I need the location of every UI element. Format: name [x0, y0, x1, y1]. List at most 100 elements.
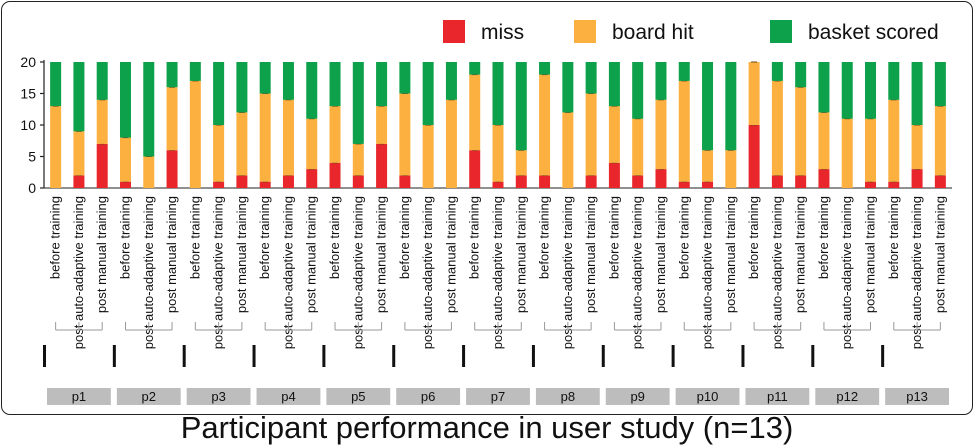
bar-segment-basket-scored: [236, 62, 248, 113]
chart-frame: [1, 1, 973, 415]
x-tick-label: post auto-adaptive training: [630, 196, 645, 349]
bar-segment-miss: [166, 150, 178, 188]
bar-segment-miss: [259, 181, 271, 188]
x-tick-label: before training: [327, 196, 342, 279]
y-tick-label: 0: [28, 180, 36, 196]
bar-segment-board-hit: [143, 156, 155, 188]
group-divider: [531, 345, 535, 367]
bar-segment-board-hit: [236, 112, 248, 176]
bar-segment-basket-scored: [911, 62, 923, 125]
x-tick-label: post manual training: [793, 196, 808, 313]
group-label-box: [466, 388, 530, 405]
bar-segment-miss: [865, 181, 877, 188]
bar-segment-board-hit: [445, 99, 457, 188]
bar-segment-board-hit: [725, 150, 737, 188]
bar-segment-basket-scored: [725, 62, 737, 151]
group-label: p12: [836, 389, 858, 404]
x-tick-label: before training: [606, 196, 621, 279]
bar-segment-miss: [236, 175, 248, 188]
x-tick-label: before training: [257, 196, 272, 279]
group-divider: [322, 345, 326, 367]
bar-segment-board-hit: [492, 125, 504, 182]
bar-segment-board-hit: [841, 118, 853, 188]
x-tick-label: before training: [397, 196, 412, 279]
bar-segment-board-hit: [795, 87, 807, 176]
group-label-box: [186, 388, 251, 405]
group-divider: [741, 345, 745, 367]
group-label: p10: [697, 389, 719, 404]
bar-segment-board-hit: [376, 106, 388, 144]
bar-segment-miss: [329, 162, 341, 188]
bar-segment-board-hit: [515, 150, 527, 176]
bar-segment-basket-scored: [539, 62, 551, 75]
bar-segment-miss: [282, 175, 294, 188]
group-divider: [392, 345, 396, 367]
bar-segment-board-hit: [50, 106, 62, 188]
x-tick-label: before training: [676, 196, 691, 279]
bar-segment-board-hit: [422, 125, 434, 188]
bar-segment-miss: [934, 175, 946, 188]
bar-segment-basket-scored: [96, 62, 108, 100]
bar-segment-basket-scored: [608, 62, 620, 107]
bar-segment-basket-scored: [352, 62, 364, 144]
group-divider: [252, 345, 256, 367]
group-label-box: [815, 388, 880, 405]
x-tick-label: post manual training: [443, 196, 458, 313]
group-label-box: [256, 388, 321, 405]
bar-segment-board-hit: [585, 93, 597, 176]
group-label-box: [885, 388, 949, 405]
chart-title: Participant performance in user study (n…: [180, 410, 794, 445]
bar-segment-miss: [492, 181, 504, 188]
bar-segment-miss: [539, 175, 551, 188]
bar-segment-miss: [771, 175, 783, 188]
x-tick-label: post manual training: [723, 196, 738, 313]
bar-segment-board-hit: [771, 80, 783, 176]
bar-segment-miss: [911, 169, 923, 188]
bar-segment-basket-scored: [306, 62, 318, 119]
legend-label: basket scored: [808, 21, 939, 44]
bar-segment-basket-scored: [492, 62, 504, 125]
bar-segment-basket-scored: [841, 62, 853, 119]
group-divider: [811, 345, 815, 367]
x-tick-label: post auto-adaptive training: [909, 196, 924, 349]
bar-segment-board-hit: [282, 99, 294, 176]
bar-segment-basket-scored: [655, 62, 667, 100]
legend-label: miss: [481, 21, 524, 44]
x-tick-label: post auto-adaptive training: [71, 196, 86, 349]
bar-segment-board-hit: [166, 87, 178, 151]
x-tick-label: before training: [816, 196, 831, 279]
bar-segment-board-hit: [539, 74, 551, 176]
x-tick-label: post auto-adaptive training: [350, 196, 365, 349]
bar-segment-miss: [678, 181, 690, 188]
bar-segment-miss: [306, 169, 318, 188]
bar-segment-board-hit: [119, 137, 131, 182]
bar-segment-miss: [702, 181, 714, 188]
x-tick-label: before training: [48, 196, 63, 279]
group-divider: [881, 345, 885, 367]
bar-segment-board-hit: [259, 93, 271, 182]
x-tick-label: post manual training: [932, 196, 947, 313]
bar-segment-board-hit: [911, 125, 923, 170]
bar-segment-board-hit: [678, 80, 690, 182]
group-label: p1: [72, 389, 86, 404]
x-tick-label: post auto-adaptive training: [420, 196, 435, 349]
y-tick-label: 15: [20, 86, 36, 102]
group-divider: [671, 345, 675, 367]
group-label-box: [745, 388, 810, 405]
bar-segment-miss: [795, 175, 807, 188]
legend-swatch: [443, 20, 465, 43]
bar-segment-basket-scored: [771, 62, 783, 81]
x-tick-label: before training: [467, 196, 482, 279]
legend-label: board hit: [612, 21, 694, 44]
bar-segment-basket-scored: [166, 62, 178, 88]
bar-segment-board-hit: [608, 106, 620, 163]
bar-segment-basket-scored: [934, 62, 946, 107]
group-divider: [462, 345, 466, 367]
x-tick-label: post manual training: [374, 196, 389, 313]
bar-segment-board-hit: [73, 131, 85, 176]
bar-segment-board-hit: [213, 125, 225, 182]
x-tick-label: post manual training: [583, 196, 598, 313]
bar-segment-board-hit: [96, 99, 108, 144]
bar-segment-board-hit: [655, 99, 667, 170]
